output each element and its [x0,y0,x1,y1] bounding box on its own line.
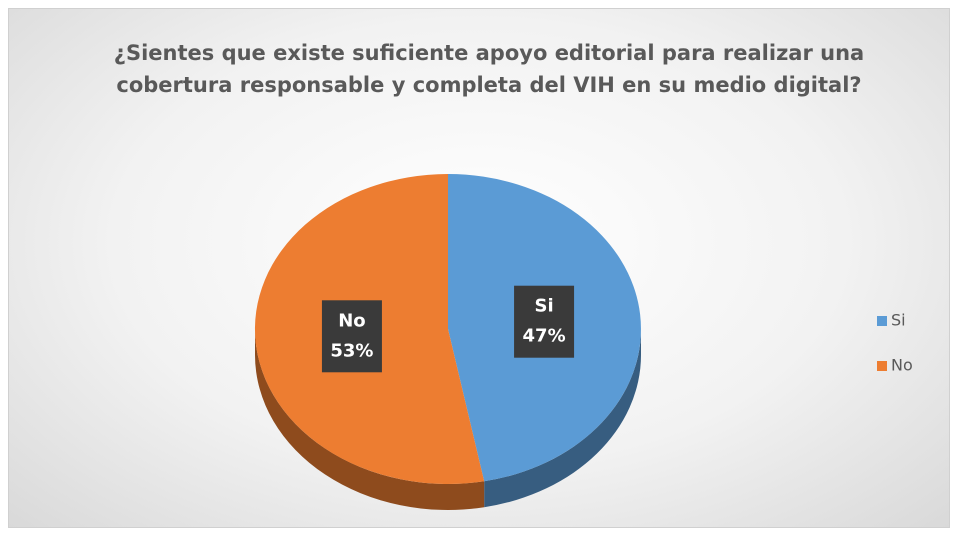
label-category: No [338,310,365,331]
legend-swatch [877,316,887,326]
legend-label: No [891,356,913,375]
label-value: 47% [523,326,566,347]
chart-title: ¿Sientes que existe suficiente apoyo edi… [113,41,865,97]
chart: Si 47% No 53% Si No ¿Sientes que existe sufic… [8,8,950,528]
slice-side [484,329,641,508]
plot: Si 47% No 53% Si No [254,174,913,510]
label-category: Si [535,296,554,317]
slice-side [255,329,485,510]
label-box [514,285,575,358]
label-box [321,300,382,373]
legend-swatch [877,361,887,371]
label-value: 53% [330,340,373,361]
data-label: Si 47% [514,285,575,358]
legend-label: Si [891,311,906,330]
data-label: No 53% [321,300,382,373]
